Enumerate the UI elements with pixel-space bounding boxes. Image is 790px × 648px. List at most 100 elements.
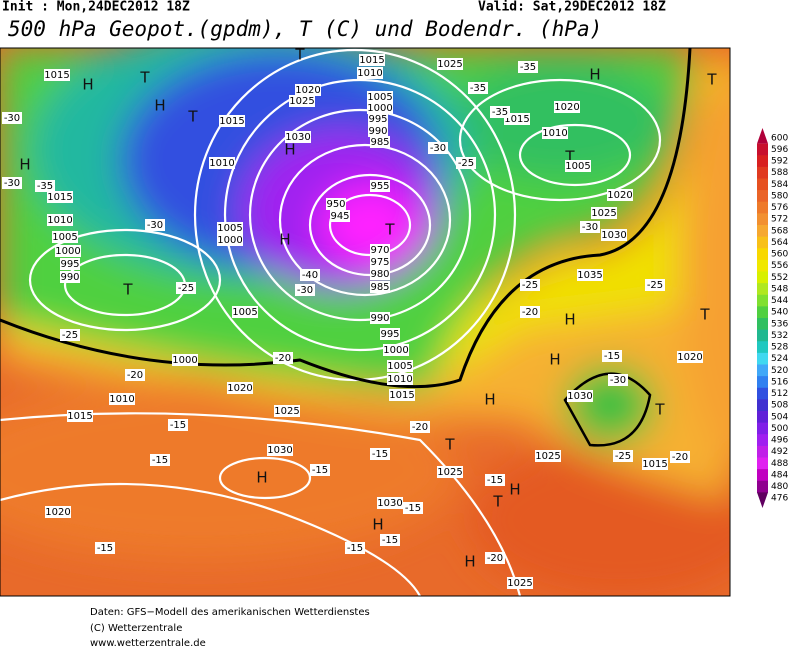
contour-label: -15 — [382, 535, 398, 546]
colorbar-label: 560 — [771, 250, 788, 260]
contour-label: -30 — [297, 285, 313, 296]
colorbar-label: 480 — [771, 482, 788, 492]
colorbar-label: 592 — [771, 157, 788, 167]
contour-label: -25 — [522, 280, 538, 291]
contour-label: 945 — [330, 211, 349, 222]
colorbar-label: 512 — [771, 389, 788, 399]
pressure-center: T — [706, 71, 717, 89]
contour-label: 1030 — [601, 230, 626, 241]
colorbar-label: 508 — [771, 401, 788, 411]
contour-label: -25 — [647, 280, 663, 291]
label-box — [602, 350, 622, 362]
map-title: 500 hPa Geopot.(gpdm), T (C) und Bodendr… — [8, 17, 602, 41]
init-time: Init : Mon,24DEC2012 18Z — [2, 0, 190, 15]
label-box — [359, 54, 385, 66]
label-box — [217, 222, 243, 234]
contour-label: 1030 — [377, 498, 402, 509]
footer-line: (C) Wetterzentrale — [90, 623, 182, 634]
colorbar-swatch — [757, 445, 768, 458]
label-box — [60, 329, 80, 341]
label-box — [565, 160, 591, 172]
label-box — [518, 61, 538, 73]
label-box — [387, 373, 413, 385]
contour-label: 1030 — [285, 132, 310, 143]
contour-label: 1035 — [577, 270, 602, 281]
pressure-center: H — [509, 481, 520, 499]
label-box — [370, 312, 390, 324]
colorbar-cap — [757, 128, 768, 144]
pressure-center: H — [256, 469, 267, 487]
pressure-center: H — [19, 156, 30, 174]
contour-label: -20 — [487, 553, 503, 564]
colorbar-label: 536 — [771, 319, 788, 329]
pressure-center: H — [564, 311, 575, 329]
contour-label: -25 — [62, 330, 78, 341]
contour-label: 1015 — [44, 70, 69, 81]
label-box — [520, 306, 540, 318]
colorbar-label: 568 — [771, 226, 788, 236]
colorbar-swatch — [757, 376, 768, 389]
contour-label: 1025 — [507, 578, 532, 589]
label-box — [35, 180, 55, 192]
contour-label: -20 — [672, 452, 688, 463]
label-box — [274, 405, 300, 417]
label-box — [2, 177, 22, 189]
label-box — [368, 125, 388, 137]
label-box — [300, 269, 320, 281]
contour-label: 1025 — [535, 451, 560, 462]
contour-label: -15 — [170, 420, 186, 431]
colorbar-swatch — [757, 143, 768, 156]
pressure-center: H — [154, 97, 165, 115]
pressure-center: H — [464, 553, 475, 571]
contour-label: 950 — [326, 199, 345, 210]
contour-label: 1020 — [677, 352, 702, 363]
colorbar-label: 484 — [771, 470, 788, 480]
colorbar-label: 540 — [771, 308, 788, 318]
contour-label: -15 — [372, 449, 388, 460]
colorbar-swatch — [757, 341, 768, 354]
contour-label: 1010 — [387, 374, 412, 385]
label-box — [670, 451, 690, 463]
label-box — [370, 281, 390, 293]
contour-label: 995 — [368, 114, 387, 125]
pressure-center: T — [294, 46, 305, 64]
label-box — [60, 271, 80, 283]
colorbar-swatch — [757, 480, 768, 493]
contour-label: -15 — [347, 543, 363, 554]
label-box — [125, 369, 145, 381]
contour-label: 1015 — [67, 411, 92, 422]
colorbar-swatch — [757, 155, 768, 168]
label-box — [370, 256, 390, 268]
contour-label: 1005 — [367, 92, 392, 103]
label-box — [45, 506, 71, 518]
label-box — [95, 542, 115, 554]
colorbar-swatch — [757, 236, 768, 249]
label-box — [370, 244, 390, 256]
pressure-center: T — [139, 69, 150, 87]
label-box — [383, 344, 409, 356]
colorbar-swatch — [757, 411, 768, 424]
contour-label: 1005 — [217, 223, 242, 234]
colorbar-label: 532 — [771, 331, 788, 341]
contour-label: 1015 — [219, 116, 244, 127]
pressure-center: T — [122, 281, 133, 299]
colorbar-swatch — [757, 387, 768, 400]
contour-label: 1010 — [357, 68, 382, 79]
label-box — [428, 142, 448, 154]
pressure-center: T — [654, 401, 665, 419]
label-box — [47, 191, 73, 203]
colorbar-swatch — [757, 457, 768, 470]
contour-label: 980 — [370, 269, 389, 280]
contour-label: -20 — [522, 307, 538, 318]
label-box — [370, 448, 390, 460]
label-box — [345, 542, 365, 554]
contour-label: -30 — [147, 220, 163, 231]
contour-label: 995 — [60, 259, 79, 270]
colorbar-swatch — [757, 318, 768, 331]
colorbar-swatch — [757, 248, 768, 261]
label-box — [367, 91, 393, 103]
label-box — [367, 102, 393, 114]
colorbar-label: 588 — [771, 168, 788, 178]
contour-label: 1010 — [47, 215, 72, 226]
label-box — [273, 352, 293, 364]
